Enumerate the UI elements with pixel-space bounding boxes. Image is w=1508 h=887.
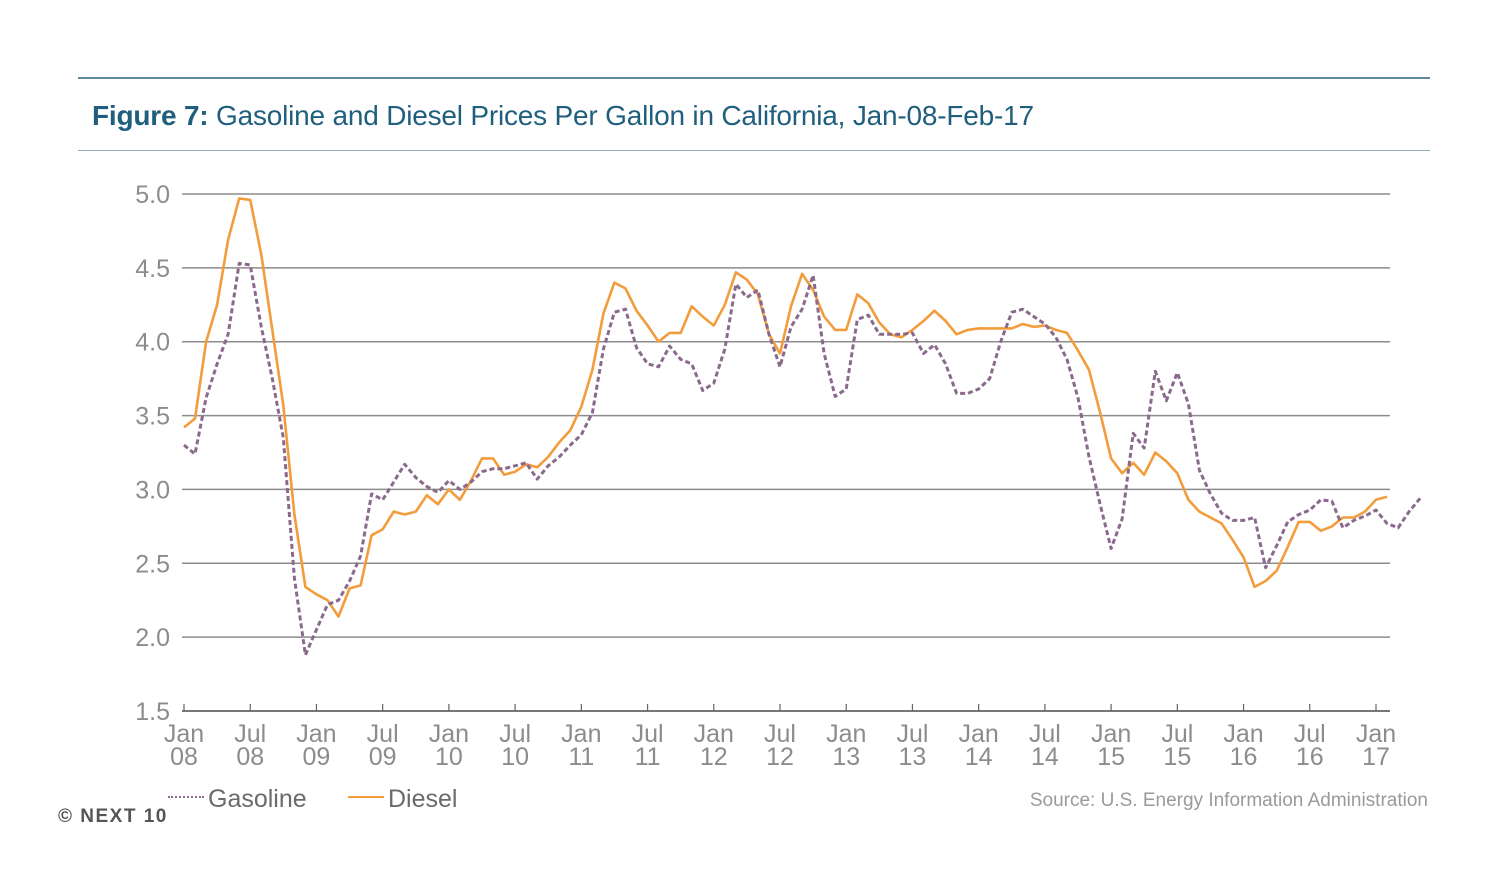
x-axis: Jan08Jul08Jan09Jul09Jan10Jul10Jan11Jul11…	[164, 704, 1396, 771]
x-tick-label-month: Jan	[561, 720, 601, 748]
x-tick-label-year: 14	[1031, 743, 1059, 771]
x-tick-label-month: Jan	[959, 720, 999, 748]
x-tick-label-year: 11	[635, 743, 661, 771]
figure-title-text: Gasoline and Diesel Prices Per Gallon in…	[208, 100, 1034, 131]
x-tick-label-year: 15	[1163, 743, 1191, 771]
x-tick-label-year: 13	[832, 743, 860, 771]
source-note: Source: U.S. Energy Information Administ…	[1029, 790, 1428, 811]
y-tick-label: 1.5	[135, 698, 170, 726]
y-tick-label: 3.0	[135, 476, 170, 504]
legend-item-gasoline: Gasoline	[168, 785, 307, 814]
x-tick-label-year: 08	[236, 743, 264, 771]
x-tick-label-month: Jan	[429, 720, 469, 748]
x-tick-label-month: Jul	[367, 720, 399, 748]
x-tick-label-year: 09	[303, 743, 331, 771]
x-tick-label-month: Jan	[1356, 720, 1396, 748]
x-tick-label-month: Jul	[1029, 720, 1061, 748]
series-line-diesel	[183, 197, 1388, 618]
gasoline-swatch-icon	[168, 796, 204, 799]
x-tick-label-year: 14	[965, 743, 993, 771]
y-tick-label: 2.0	[135, 624, 170, 652]
y-axis-ticks: 1.5 2.0 2.5 3.0 3.5 4.0 4.5 5.0	[135, 181, 170, 726]
legend-label-diesel: Diesel	[388, 785, 458, 813]
x-tick-label-month: Jan	[826, 720, 866, 748]
chart-title: Figure 7: Gasoline and Diesel Prices Per…	[92, 100, 1034, 132]
copyright-notice: © NEXT 10	[58, 806, 168, 827]
x-tick-label-year: 12	[766, 743, 794, 771]
x-tick-label-month: Jul	[1294, 720, 1326, 748]
x-tick-label-month: Jul	[632, 720, 664, 748]
x-tick-label-year: 12	[700, 743, 728, 771]
y-tick-label: 3.5	[135, 403, 170, 431]
gridlines	[182, 193, 1390, 712]
legend-item-diesel: Diesel	[348, 785, 457, 814]
y-tick-label: 2.5	[135, 550, 170, 578]
x-tick-label-year: 16	[1296, 743, 1324, 771]
x-tick-label-month: Jul	[896, 720, 928, 748]
x-tick-label-month: Jul	[764, 720, 796, 748]
y-tick-label: 4.5	[135, 255, 170, 283]
x-tick-label-year: 16	[1230, 743, 1258, 771]
y-tick-label: 5.0	[135, 181, 170, 209]
x-tick-label-month: Jul	[499, 720, 531, 748]
x-tick-label-month: Jan	[296, 720, 336, 748]
figure-label: Figure 7:	[92, 100, 209, 131]
series-line-gasoline	[183, 261, 1422, 657]
title-rule-top	[78, 77, 1430, 79]
x-tick-label-month: Jul	[1161, 720, 1193, 748]
legend-label-gasoline: Gasoline	[208, 785, 307, 813]
x-tick-label-year: 10	[501, 743, 529, 771]
title-rule-bottom	[78, 150, 1430, 151]
x-tick-label-year: 08	[170, 743, 198, 771]
x-tick-label-month: Jan	[164, 720, 204, 748]
x-tick-label-month: Jan	[1223, 720, 1263, 748]
x-tick-label-year: 11	[568, 743, 594, 771]
series-lines	[183, 197, 1422, 657]
x-tick-label-month: Jan	[1091, 720, 1131, 748]
x-tick-label-month: Jul	[234, 720, 266, 748]
x-tick-label-year: 10	[435, 743, 463, 771]
y-tick-label: 4.0	[135, 329, 170, 357]
diesel-swatch-icon	[348, 796, 384, 799]
x-tick-label-year: 17	[1362, 743, 1390, 771]
x-tick-label-year: 09	[369, 743, 397, 771]
x-tick-label-year: 15	[1097, 743, 1125, 771]
x-tick-label-year: 13	[899, 743, 927, 771]
x-tick-label-month: Jan	[694, 720, 734, 748]
